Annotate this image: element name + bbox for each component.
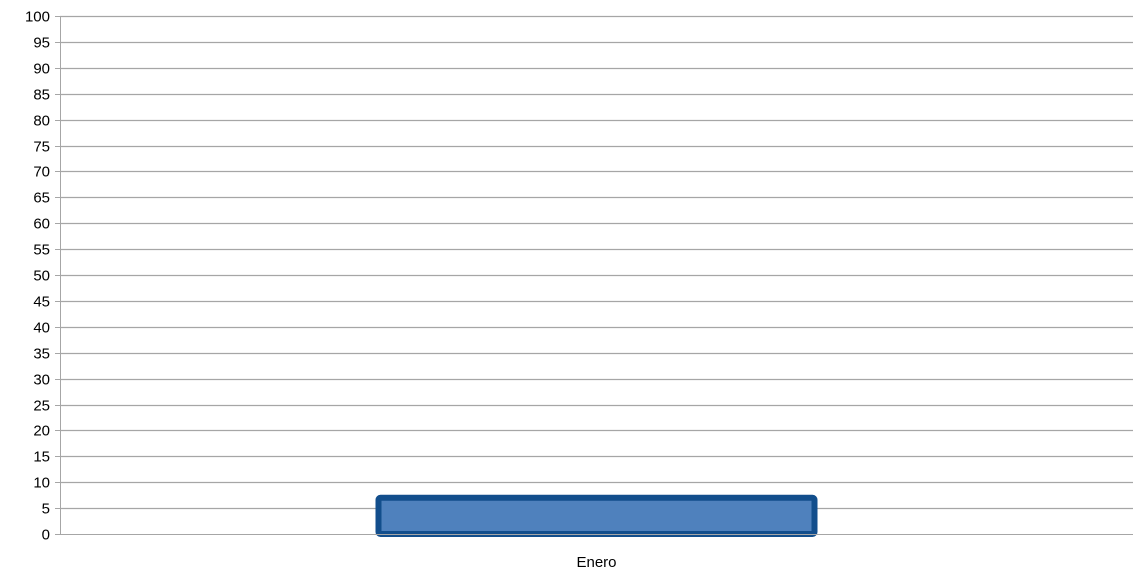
x-axis-tick-labels: Enero [576,554,616,571]
y-tick-label: 85 [33,87,50,104]
y-tick-label: 70 [33,164,50,181]
y-tick-label: 25 [33,398,50,415]
bar-enero [375,494,818,537]
y-tick-label: 30 [33,372,50,389]
y-tick-label: 80 [33,113,50,130]
y-tick-label: 5 [42,501,50,518]
y-tick-label: 20 [33,423,50,440]
y-tick-label: 45 [33,294,50,311]
y-axis-tick-labels: 0 5 10 15 20 25 30 35 40 45 50 55 60 65 70 75 80 85 90 95 10… [25,9,50,544]
y-tick-label: 65 [33,190,50,207]
y-tick-label: 50 [33,268,50,285]
y-tick-label: 100 [25,9,50,26]
bars [375,494,818,537]
x-category-label: Enero [576,554,616,571]
y-tick-label: 10 [33,475,50,492]
axes [55,16,1133,535]
y-tick-label: 40 [33,320,50,337]
y-tick-label: 0 [42,527,50,544]
y-tick-label: 60 [33,216,50,233]
y-tick-label: 55 [33,242,50,259]
y-tick-label: 75 [33,139,50,156]
y-tick-label: 95 [33,35,50,52]
y-tick-label: 15 [33,449,50,466]
gridlines [60,15,1133,510]
y-tick-label: 35 [33,346,50,363]
y-tick-label: 90 [33,61,50,78]
